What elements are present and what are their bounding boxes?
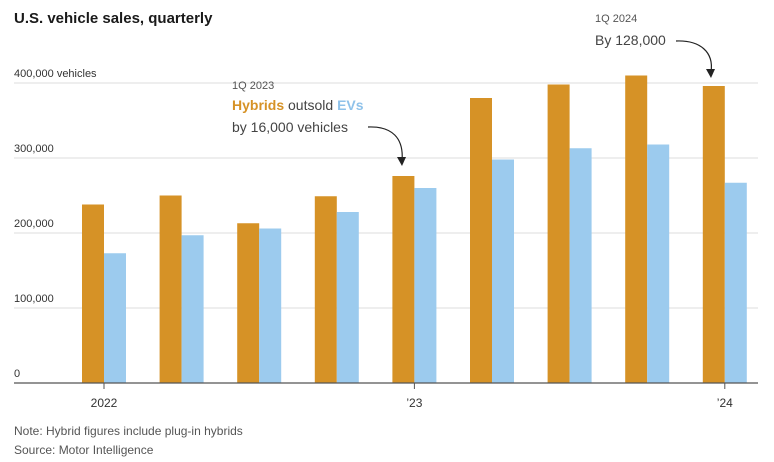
bar-hybrids-3q-2022: Hybrids 3Q 2022: 213,000 [237,223,260,383]
annotation-evs-word: EVs [337,97,364,113]
annotation-hybrids-word: Hybrids [232,97,284,113]
chart-title: U.S. vehicle sales, quarterly [14,10,213,27]
bar-evs-1q-2022: EVs 1Q 2022: 173,000 [104,253,126,383]
x-tick-label: 2022 [91,396,118,410]
annotation-1q-2023-line2: by 16,000 vehicles [232,119,348,135]
chart-note: Note: Hybrid figures include plug-in hyb… [14,424,243,438]
y-tick-label: 400,000 vehicles [14,68,97,80]
bar-evs-3q-2023: EVs 3Q 2023: 313,000 [569,148,592,383]
annotation-1q-2024-label: 1Q 2024 [595,13,637,25]
annotation-1q-2024-arrow [675,40,712,73]
bars: Hybrids 1Q 2022: 238,000EVs 1Q 2022: 173… [82,75,747,383]
bar-evs-2q-2022: EVs 2Q 2022: 197,000 [181,235,204,383]
bar-hybrids-1q-2022: Hybrids 1Q 2022: 238,000 [82,204,104,383]
x-tick-label: ’23 [406,396,422,410]
chart-source: Source: Motor Intelligence [14,443,154,457]
annotation-1q-2024-arrowhead [706,69,715,78]
x-tick-label: ’24 [717,396,733,410]
y-tick-label: 100,000 [14,293,54,305]
bar-hybrids-4q-2023: Hybrids 4Q 2023: 410,000 [625,75,648,383]
bar-evs-2q-2023: EVs 2Q 2023: 298,000 [492,159,514,383]
annotation-1q-2023-line1: Hybrids outsold EVs [232,97,364,113]
y-tick-label: 0 [14,368,20,380]
y-axis-ticks: 0 100,000 200,000 300,000 400,000 vehicles [14,68,97,380]
annotation-1q-2024-line2: By 128,000 [595,32,666,48]
bar-evs-1q-2023: EVs 1Q 2023: 260,000 [414,188,437,383]
bar-hybrids-1q-2023: Hybrids 1Q 2023: 276,000 [392,176,415,383]
annotation-1q-2023-arrow [367,126,403,162]
annotation-1q-2024: 1Q 2024 By 128,000 [595,13,715,78]
bar-hybrids-4q-2022: Hybrids 4Q 2022: 249,000 [314,196,337,383]
bar-hybrids-2q-2022: Hybrids 2Q 2022: 250,000 [159,195,182,383]
bar-evs-4q-2022: EVs 4Q 2022: 228,000 [336,212,359,383]
y-tick-label: 200,000 [14,218,54,230]
annotation-1q-2023-arrowhead [397,157,406,166]
annotation-outsold-word: outsold [284,97,337,113]
annotation-1q-2023-label: 1Q 2023 [232,80,274,92]
bar-hybrids-1q-2024: Hybrids 1Q 2024: 396,000 [702,86,725,383]
x-axis: 2022 ’23 ’24 [14,382,758,410]
bar-evs-3q-2022: EVs 3Q 2022: 206,000 [259,228,282,383]
annotation-1q-2023: 1Q 2023 Hybrids outsold EVs by 16,000 ve… [232,80,406,166]
y-tick-label: 300,000 [14,143,54,155]
bar-evs-4q-2023: EVs 4Q 2023: 318,000 [647,144,670,383]
bar-evs-1q-2024: EVs 1Q 2024: 267,000 [724,182,747,383]
bar-hybrids-3q-2023: Hybrids 3Q 2023: 398,000 [547,84,570,383]
bar-hybrids-2q-2023: Hybrids 2Q 2023: 380,000 [470,98,492,383]
